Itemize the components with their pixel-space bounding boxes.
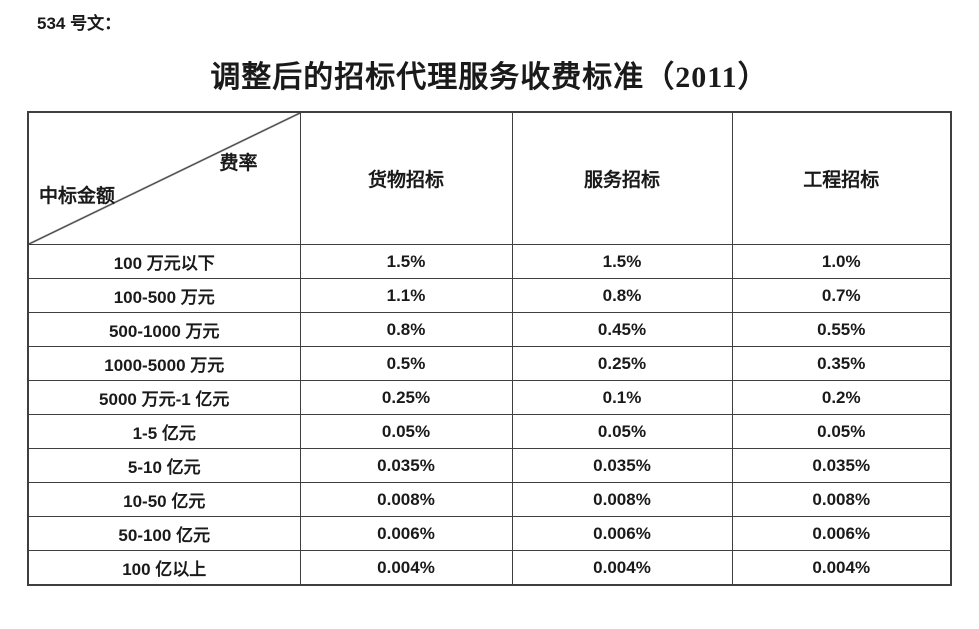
- goods-rate: 0.8%: [299, 312, 513, 347]
- amount-range: 50-100 亿元: [27, 516, 301, 551]
- table-row: 50-100 亿元 0.006% 0.006% 0.006%: [27, 516, 952, 551]
- amount-range: 100 亿以上: [27, 550, 301, 586]
- goods-rate: 0.004%: [299, 550, 513, 586]
- service-rate: 1.5%: [511, 244, 733, 279]
- amount-range: 5-10 亿元: [27, 448, 301, 483]
- column-header-engineering: 工程招标: [731, 111, 952, 245]
- goods-rate: 0.006%: [299, 516, 513, 551]
- goods-rate: 0.25%: [299, 380, 513, 415]
- table-row: 100 万元以下 1.5% 1.5% 1.0%: [27, 244, 952, 279]
- goods-rate: 0.05%: [299, 414, 513, 449]
- amount-range: 10-50 亿元: [27, 482, 301, 517]
- table-row: 5000 万元-1 亿元 0.25% 0.1% 0.2%: [27, 380, 952, 415]
- engineering-rate: 0.035%: [731, 448, 952, 483]
- amount-range: 1-5 亿元: [27, 414, 301, 449]
- column-header-goods: 货物招标: [299, 111, 513, 245]
- amount-range: 100-500 万元: [27, 278, 301, 313]
- engineering-rate: 0.006%: [731, 516, 952, 551]
- goods-rate: 0.008%: [299, 482, 513, 517]
- amount-range: 1000-5000 万元: [27, 346, 301, 381]
- header-row: 费率 中标金额 货物招标 服务招标 工程招标: [27, 111, 952, 245]
- fee-standard-table: 费率 中标金额 货物招标 服务招标 工程招标 100 万元以下 1.5% 1.5…: [27, 111, 952, 586]
- service-rate: 0.004%: [511, 550, 733, 586]
- corner-amount-label: 中标金额: [39, 186, 116, 207]
- engineering-rate: 0.2%: [731, 380, 952, 415]
- page-title: 调整后的招标代理服务收费标准（2011）: [210, 61, 769, 94]
- service-rate: 0.05%: [511, 414, 733, 449]
- diagonal-corner-cell: 费率 中标金额: [27, 111, 301, 245]
- goods-rate: 0.035%: [299, 448, 513, 483]
- service-rate: 0.008%: [511, 482, 733, 517]
- engineering-rate: 0.55%: [731, 312, 952, 347]
- goods-rate: 0.5%: [299, 346, 513, 381]
- table-row: 5-10 亿元 0.035% 0.035% 0.035%: [27, 448, 952, 483]
- table-row: 500-1000 万元 0.8% 0.45% 0.55%: [27, 312, 952, 347]
- service-rate: 0.8%: [511, 278, 733, 313]
- service-rate: 0.45%: [511, 312, 733, 347]
- engineering-rate: 0.008%: [731, 482, 952, 517]
- engineering-rate: 0.05%: [731, 414, 952, 449]
- engineering-rate: 0.35%: [731, 346, 952, 381]
- table-row: 1-5 亿元 0.05% 0.05% 0.05%: [27, 414, 952, 449]
- amount-range: 100 万元以下: [27, 244, 301, 279]
- amount-range: 500-1000 万元: [27, 312, 301, 347]
- table-row: 1000-5000 万元 0.5% 0.25% 0.35%: [27, 346, 952, 381]
- corner-fee-rate-label: 费率: [219, 153, 258, 174]
- document-ref-label: 534 号文：: [37, 14, 122, 33]
- amount-range: 5000 万元-1 亿元: [27, 380, 301, 415]
- engineering-rate: 0.7%: [731, 278, 952, 313]
- service-rate: 0.035%: [511, 448, 733, 483]
- table-row: 10-50 亿元 0.008% 0.008% 0.008%: [27, 482, 952, 517]
- goods-rate: 1.1%: [299, 278, 513, 313]
- table-row: 100-500 万元 1.1% 0.8% 0.7%: [27, 278, 952, 313]
- service-rate: 0.006%: [511, 516, 733, 551]
- goods-rate: 1.5%: [299, 244, 513, 279]
- service-rate: 0.25%: [511, 346, 733, 381]
- table-row: 100 亿以上 0.004% 0.004% 0.004%: [27, 550, 952, 586]
- service-rate: 0.1%: [511, 380, 733, 415]
- column-header-service: 服务招标: [511, 111, 733, 245]
- engineering-rate: 1.0%: [731, 244, 952, 279]
- engineering-rate: 0.004%: [731, 550, 952, 586]
